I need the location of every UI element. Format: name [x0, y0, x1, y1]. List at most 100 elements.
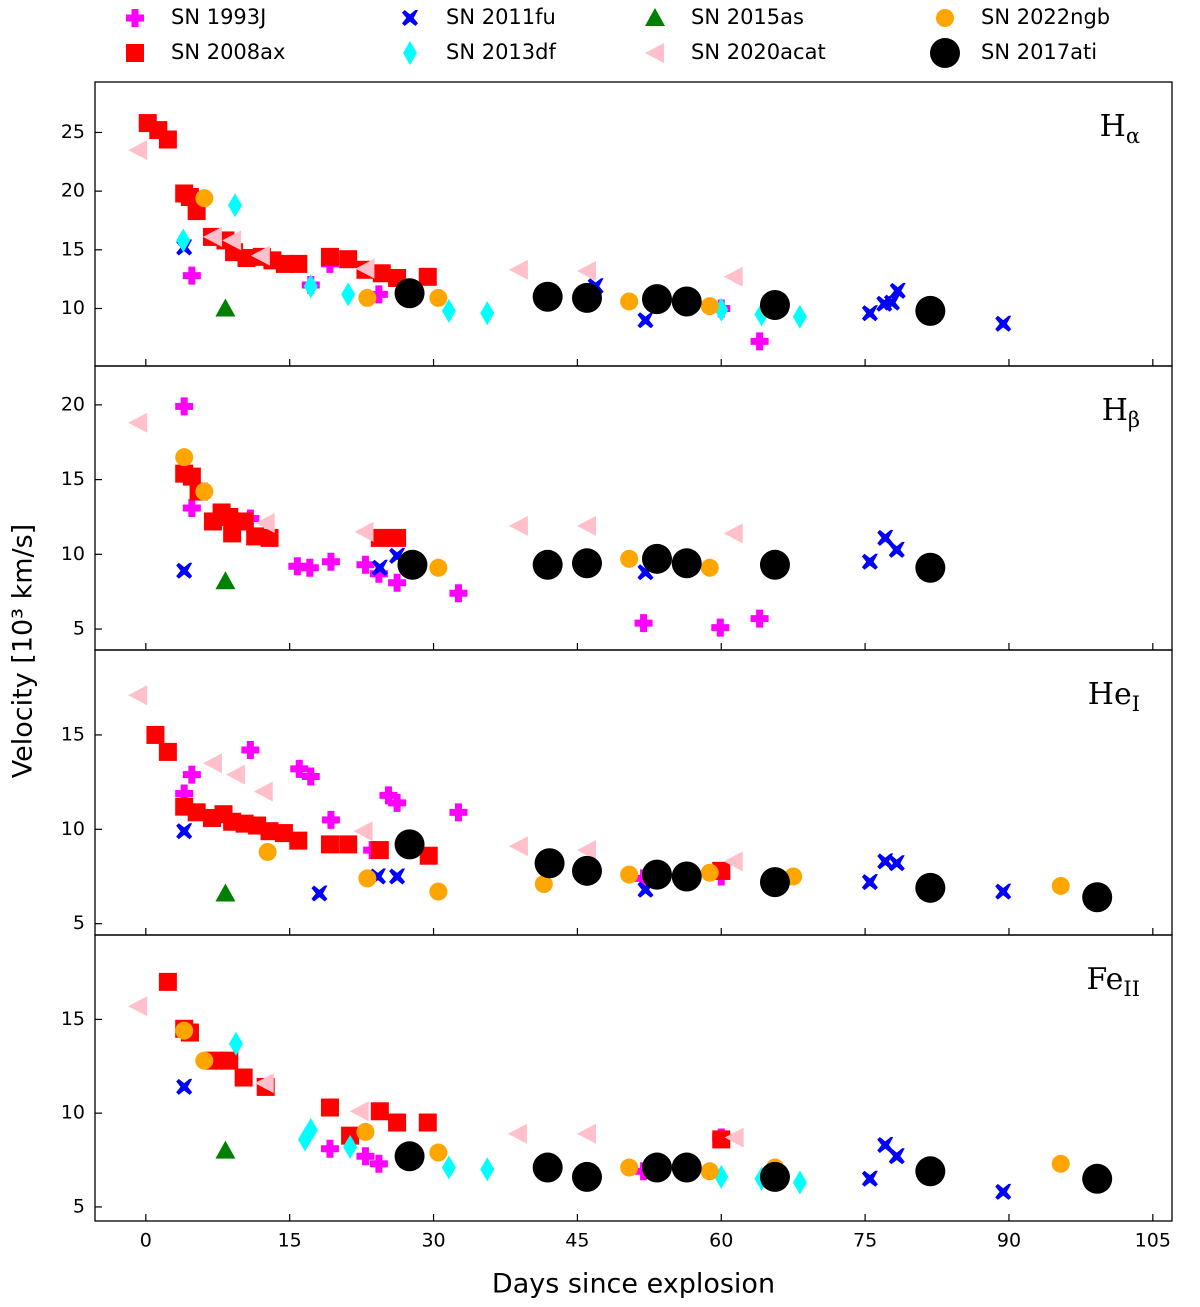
point	[888, 541, 905, 558]
panel-label-subscript: II	[1123, 977, 1140, 1001]
point	[215, 883, 236, 902]
y-tick-label: 15	[61, 1008, 85, 1030]
point	[889, 282, 906, 299]
panel-label-text: H	[1100, 109, 1126, 144]
point	[671, 861, 702, 892]
point	[861, 305, 878, 322]
point	[671, 548, 702, 579]
point	[370, 841, 389, 860]
legend-marker	[645, 8, 665, 26]
point	[394, 278, 425, 309]
point	[369, 564, 388, 583]
y-tick-label: 5	[73, 618, 85, 640]
point	[915, 872, 946, 903]
point	[146, 725, 165, 744]
point	[861, 1170, 878, 1187]
panel-label-text: H	[1102, 393, 1128, 428]
point	[225, 764, 245, 785]
point	[369, 285, 388, 304]
point	[370, 1102, 389, 1121]
point	[534, 875, 553, 894]
y-tick-label: 20	[61, 393, 85, 415]
point	[379, 786, 398, 805]
point	[700, 297, 719, 316]
point	[182, 266, 201, 285]
point	[507, 1123, 527, 1144]
point	[182, 765, 201, 784]
point	[571, 282, 602, 313]
point	[641, 284, 672, 315]
x-tick-label: 105	[1135, 1230, 1171, 1252]
point	[480, 301, 495, 326]
point	[341, 282, 356, 307]
point	[202, 753, 222, 774]
point	[641, 543, 672, 574]
point	[750, 332, 769, 351]
point	[571, 855, 602, 886]
point	[354, 521, 374, 542]
point	[700, 558, 719, 577]
point	[571, 548, 602, 579]
point	[532, 549, 563, 580]
point	[620, 1158, 639, 1177]
point	[388, 528, 407, 547]
point	[508, 836, 528, 857]
point	[246, 527, 265, 546]
point	[182, 467, 201, 486]
y-tick-label: 5	[73, 1195, 85, 1217]
point	[441, 1155, 456, 1180]
point	[358, 869, 377, 888]
panel-label-subscript: β	[1128, 408, 1140, 432]
point	[128, 140, 148, 161]
point	[175, 448, 194, 467]
x-tick-label: 45	[565, 1230, 589, 1252]
point	[175, 1021, 194, 1040]
point	[176, 1078, 193, 1095]
point	[576, 515, 596, 536]
point	[250, 245, 270, 266]
point	[300, 558, 319, 577]
point	[429, 558, 448, 577]
point	[700, 1162, 719, 1181]
point	[418, 267, 437, 286]
point	[723, 851, 743, 872]
point	[532, 1152, 563, 1183]
point	[712, 1130, 731, 1149]
point	[792, 304, 807, 329]
point	[215, 1140, 236, 1159]
point	[176, 562, 193, 579]
point	[356, 1147, 375, 1166]
point	[388, 793, 407, 812]
point	[255, 512, 275, 533]
point	[253, 781, 273, 802]
panel-label-subscript: α	[1126, 124, 1140, 148]
point	[861, 553, 878, 570]
point	[480, 1157, 495, 1182]
point	[158, 972, 177, 991]
point	[254, 1073, 274, 1094]
panel-label: HeI	[1088, 677, 1140, 716]
legend-label: SN 2015as	[691, 5, 804, 29]
point	[258, 842, 277, 861]
point	[195, 1051, 214, 1070]
point	[215, 571, 236, 590]
point	[671, 286, 702, 317]
point	[394, 829, 425, 860]
point	[508, 259, 528, 280]
point	[759, 1161, 790, 1192]
point	[343, 1134, 358, 1159]
point	[388, 1113, 407, 1132]
point	[176, 823, 193, 840]
point	[915, 295, 946, 326]
point	[320, 835, 339, 854]
point	[441, 298, 456, 323]
y-axis-label: Velocity [10³ km/s]	[8, 524, 39, 778]
point	[220, 507, 239, 526]
point	[320, 247, 339, 266]
legend-label: SN 2008ax	[171, 40, 285, 64]
point	[215, 298, 236, 317]
point	[995, 1183, 1012, 1200]
x-tick-label: 0	[140, 1230, 152, 1252]
point	[759, 289, 790, 320]
point	[356, 1122, 375, 1141]
